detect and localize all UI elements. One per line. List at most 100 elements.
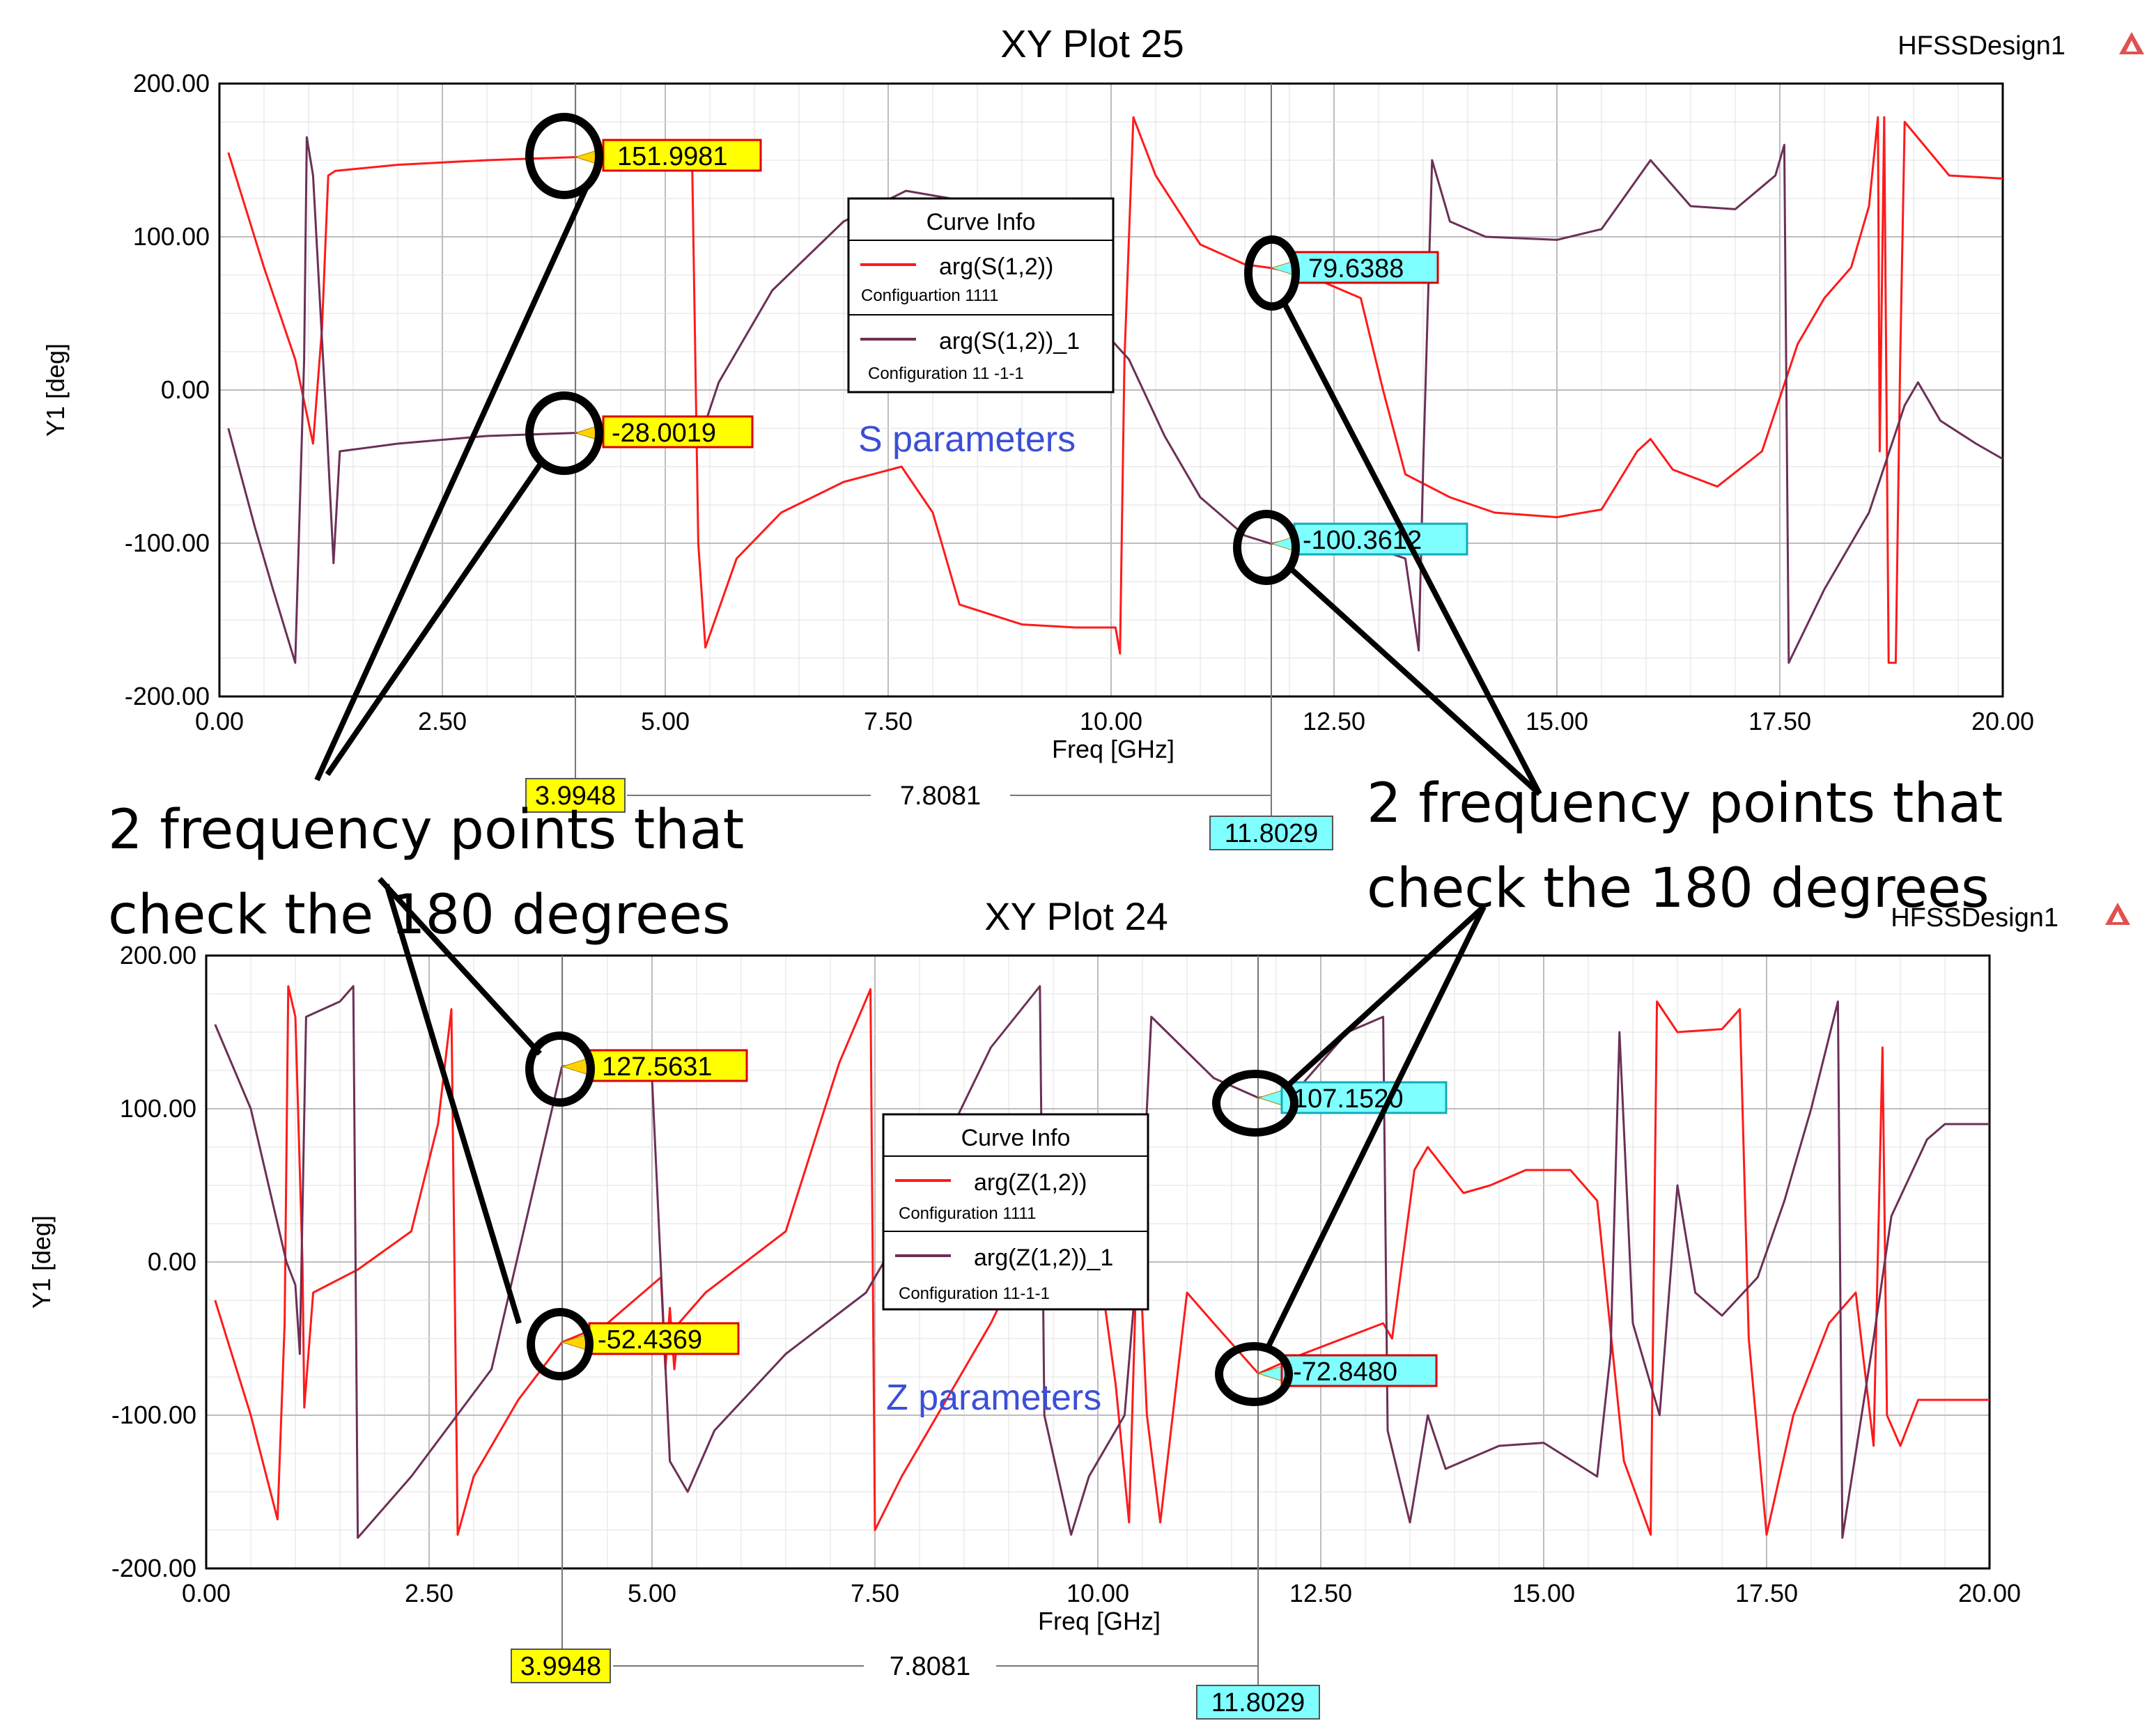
- y-tick-label: 0.00: [148, 1247, 196, 1276]
- y-tick-label: 0.00: [161, 375, 210, 404]
- chart-title: XY Plot 25: [1000, 22, 1184, 65]
- svg-text:11.8029: 11.8029: [1225, 819, 1319, 848]
- marker-value-label[interactable]: 107.1520: [1280, 1081, 1448, 1114]
- delta-value: 7.8081: [890, 1652, 970, 1681]
- marker-value-label[interactable]: 79.6388: [1293, 251, 1439, 284]
- highlight-circles: [525, 113, 1300, 1406]
- marker-m1-label[interactable]: 3.9948: [511, 1649, 611, 1683]
- legend[interactable]: Curve Info arg(S(1,2)) Configuartion 111…: [847, 197, 1115, 393]
- s-parameters-label: S parameters: [858, 419, 1076, 460]
- y-tick-labels: 200.00 100.00 0.00 -100.00 -200.00: [111, 941, 196, 1582]
- y-tick-label: 200.00: [133, 69, 210, 98]
- y-axis-label: Y1 [deg]: [41, 343, 70, 437]
- annotation-left-line2: check the 180 degrees: [108, 884, 731, 946]
- delta-value: 7.8081: [900, 781, 981, 811]
- highlight-circle: [525, 113, 603, 199]
- pointer-lines: [314, 181, 1542, 1349]
- x-tick-label: 5.00: [641, 707, 690, 735]
- marker-m1-label[interactable]: 3.9948: [525, 778, 626, 813]
- legend-item-name: arg(Z(1,2)): [974, 1169, 1087, 1196]
- x-tick-label: 0.00: [182, 1579, 231, 1607]
- x-tick-labels: 0.00 2.50 5.00 7.50 10.00 12.50 15.00 17.50 20.0…: [182, 1579, 2021, 1607]
- marker-value-label[interactable]: 127.5631: [588, 1049, 748, 1082]
- svg-text:3.9948: 3.9948: [520, 1652, 601, 1681]
- legend-item-name: arg(Z(1,2))_1: [974, 1245, 1113, 1271]
- chart-xy-plot-24: XY Plot 24 HFSSDesign1 200.00100.000.00-…: [27, 894, 2130, 1720]
- plot-frame: [218, 82, 2004, 698]
- y-tick-label: 100.00: [120, 1094, 196, 1123]
- grid: [219, 83, 2003, 697]
- y-tick-label: -100.00: [111, 1401, 196, 1429]
- svg-text:-28.0019: -28.0019: [612, 419, 716, 448]
- x-tick-labels: 0.00 2.50 5.00 7.50 10.00 12.50 15.00 17.50 20.0…: [195, 707, 2034, 735]
- annotation-left-line1: 2 frequency points that: [108, 799, 744, 862]
- svg-text:3.9948: 3.9948: [535, 781, 616, 811]
- svg-text:151.9981: 151.9981: [617, 142, 728, 171]
- y-tick-label: -200.00: [111, 1554, 196, 1582]
- x-tick-label: 5.00: [628, 1579, 676, 1607]
- design-name: HFSSDesign1: [1891, 903, 2058, 933]
- legend-item-name: arg(S(1,2))_1: [939, 328, 1080, 354]
- annotation-right-line1: 2 frequency points that: [1367, 772, 2003, 835]
- marker-value-label[interactable]: 151.9981: [602, 139, 762, 172]
- x-tick-label: 2.50: [405, 1579, 453, 1607]
- highlight-circle: [525, 391, 603, 475]
- series-group: [214, 985, 1990, 1539]
- svg-text:127.5631: 127.5631: [602, 1052, 713, 1082]
- marker-value-label[interactable]: -52.4369: [588, 1322, 740, 1355]
- warning-triangle-icon: [2105, 903, 2130, 925]
- marker-value-label[interactable]: -100.3612: [1293, 522, 1468, 556]
- x-tick-label: 10.00: [1067, 1579, 1129, 1607]
- svg-text:-52.4369: -52.4369: [598, 1325, 702, 1355]
- legend-item-config: Configuration 11-1-1: [899, 1284, 1050, 1303]
- annotation-overlay: 2 frequency points that check the 180 de…: [108, 113, 2003, 1406]
- legend-title: Curve Info: [926, 209, 1036, 235]
- svg-text:11.8029: 11.8029: [1211, 1688, 1305, 1717]
- legend[interactable]: Curve Info arg(Z(1,2)) Configuration 111…: [882, 1113, 1149, 1311]
- x-tick-label: 10.00: [1080, 707, 1142, 735]
- z-parameters-label: Z parameters: [886, 1378, 1101, 1418]
- chart-title: XY Plot 24: [984, 894, 1168, 938]
- x-tick-label: 17.50: [1735, 1579, 1798, 1607]
- x-tick-label: 0.00: [195, 707, 244, 735]
- svg-text:79.6388: 79.6388: [1308, 254, 1404, 283]
- x-tick-label: 7.50: [851, 1579, 899, 1607]
- x-tick-label: 12.50: [1289, 1579, 1352, 1607]
- x-axis-label: Freq [GHz]: [1052, 735, 1174, 763]
- series-line-red[interactable]: [214, 985, 1990, 1536]
- marker-point[interactable]: [561, 1057, 589, 1076]
- y-tick-label: 200.00: [120, 941, 196, 969]
- highlight-circle: [527, 1308, 594, 1380]
- highlight-circle: [1233, 510, 1300, 585]
- marker-m2-label[interactable]: 11.8029: [1209, 816, 1333, 850]
- series-line-purple[interactable]: [214, 985, 1990, 1539]
- marker-value-label[interactable]: -72.8480: [1280, 1354, 1438, 1387]
- y-axis-label: Y1 [deg]: [27, 1215, 56, 1309]
- highlight-circle: [525, 1031, 595, 1107]
- marker-m2-label[interactable]: 11.8029: [1196, 1685, 1320, 1720]
- x-tick-label: 7.50: [864, 707, 913, 735]
- plot-frame: [205, 954, 1991, 1570]
- annotation-right-line2: check the 180 degrees: [1367, 857, 1990, 920]
- legend-item-config: Configuration 11 -1-1: [868, 364, 1024, 383]
- x-tick-label: 15.00: [1526, 707, 1588, 735]
- x-tick-label: 17.50: [1748, 707, 1811, 735]
- design-name: HFSSDesign1: [1898, 31, 2065, 61]
- x-tick-label: 20.00: [1971, 707, 2034, 735]
- legend-title: Curve Info: [961, 1125, 1071, 1151]
- highlight-circle: [1244, 235, 1300, 311]
- highlight-circle: [1215, 1342, 1293, 1406]
- legend-item-name: arg(S(1,2)): [939, 254, 1053, 280]
- series-line-purple[interactable]: [227, 136, 2003, 664]
- y-tick-label: -200.00: [125, 682, 210, 710]
- x-tick-label: 12.50: [1303, 707, 1365, 735]
- marker-value-label[interactable]: -28.0019: [602, 415, 754, 449]
- highlight-circle: [1212, 1070, 1298, 1137]
- legend-item-config: Configuration 1111: [899, 1204, 1036, 1223]
- x-tick-label: 15.00: [1512, 1579, 1575, 1607]
- x-tick-label: 2.50: [418, 707, 467, 735]
- svg-text:-72.8480: -72.8480: [1293, 1357, 1397, 1387]
- x-tick-label: 20.00: [1958, 1579, 2021, 1607]
- legend-item-config: Configuartion 1111: [861, 286, 998, 305]
